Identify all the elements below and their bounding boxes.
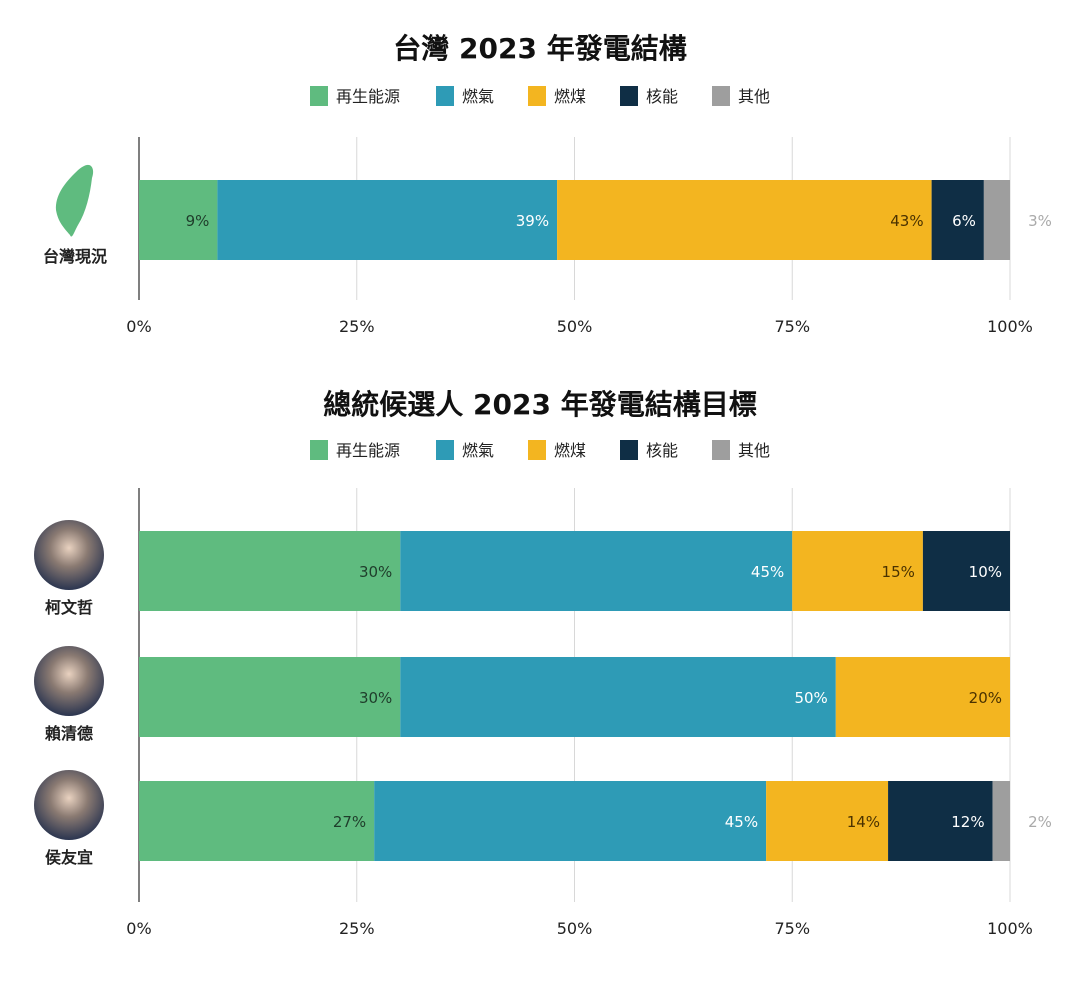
bar-segment bbox=[400, 657, 836, 737]
bar-segment bbox=[922, 531, 1010, 611]
legend-item: 燃煤 bbox=[528, 86, 586, 106]
bar-segment bbox=[931, 180, 984, 260]
legend-label: 燃煤 bbox=[554, 441, 586, 460]
data-label: 30% bbox=[359, 689, 392, 707]
data-label: 50% bbox=[794, 689, 827, 707]
data-label: 27% bbox=[333, 813, 366, 831]
x-tick-label: 75% bbox=[774, 317, 810, 336]
bar-segment bbox=[139, 180, 218, 260]
bar-segment bbox=[557, 180, 932, 260]
legend-swatch bbox=[712, 86, 730, 106]
legend-swatch bbox=[712, 440, 730, 460]
legend-label: 燃氣 bbox=[462, 87, 494, 106]
legend-swatch bbox=[310, 86, 328, 106]
data-label: 9% bbox=[186, 212, 210, 230]
x-tick-label: 100% bbox=[987, 317, 1033, 336]
bar-segment bbox=[766, 781, 889, 861]
data-label: 2% bbox=[1028, 813, 1052, 831]
legend-item: 再生能源 bbox=[310, 86, 400, 106]
legend-swatch bbox=[528, 440, 546, 460]
legend-item: 燃氣 bbox=[436, 440, 494, 460]
category-label: 台灣現況 bbox=[43, 247, 107, 266]
x-tick-label: 25% bbox=[339, 317, 375, 336]
data-label: 12% bbox=[951, 813, 984, 831]
bar-segment bbox=[139, 657, 401, 737]
legend-swatch bbox=[436, 86, 454, 106]
x-tick-label: 100% bbox=[987, 919, 1033, 938]
legend-swatch bbox=[436, 440, 454, 460]
legend-item: 燃煤 bbox=[528, 440, 586, 460]
bar-segment bbox=[139, 781, 375, 861]
legend-item: 其他 bbox=[712, 440, 770, 460]
legend-swatch bbox=[528, 86, 546, 106]
category-label: 侯友宜 bbox=[45, 848, 93, 867]
x-tick-label: 0% bbox=[126, 919, 151, 938]
legend-swatch bbox=[620, 86, 638, 106]
data-label: 45% bbox=[751, 563, 784, 581]
bar-segment bbox=[983, 180, 1010, 260]
category-label: 柯文哲 bbox=[45, 598, 93, 617]
legend-item: 核能 bbox=[620, 440, 678, 460]
data-label: 30% bbox=[359, 563, 392, 581]
legend-label: 再生能源 bbox=[336, 87, 400, 106]
legend-label: 其他 bbox=[738, 441, 770, 460]
legend-label: 燃煤 bbox=[554, 87, 586, 106]
taiwan-map-icon bbox=[55, 164, 94, 237]
legend-item: 再生能源 bbox=[310, 440, 400, 460]
data-label: 43% bbox=[890, 212, 923, 230]
chart-title: 總統候選人 2023 年發電結構目標 bbox=[323, 388, 756, 421]
data-label: 15% bbox=[882, 563, 915, 581]
data-label: 3% bbox=[1028, 212, 1052, 230]
bar-segment bbox=[374, 781, 767, 861]
data-label: 6% bbox=[952, 212, 976, 230]
bar-segment bbox=[792, 531, 923, 611]
bar-segment bbox=[400, 531, 793, 611]
data-label: 39% bbox=[516, 212, 549, 230]
x-tick-label: 25% bbox=[339, 919, 375, 938]
bar-segment bbox=[139, 531, 401, 611]
data-label: 10% bbox=[969, 563, 1002, 581]
legend-item: 燃氣 bbox=[436, 86, 494, 106]
legend-label: 核能 bbox=[646, 441, 678, 460]
x-tick-label: 0% bbox=[126, 317, 151, 336]
x-tick-label: 75% bbox=[774, 919, 810, 938]
data-label: 14% bbox=[847, 813, 880, 831]
avatar bbox=[34, 646, 104, 716]
legend-swatch bbox=[310, 440, 328, 460]
category-label: 賴清德 bbox=[45, 724, 93, 743]
x-tick-label: 50% bbox=[557, 919, 593, 938]
legend-item: 核能 bbox=[620, 86, 678, 106]
x-tick-label: 50% bbox=[557, 317, 593, 336]
bar-segment bbox=[217, 180, 558, 260]
legend-label: 再生能源 bbox=[336, 441, 400, 460]
legend-label: 其他 bbox=[738, 87, 770, 106]
bar-segment bbox=[992, 781, 1010, 861]
legend-swatch bbox=[620, 440, 638, 460]
chart-title: 台灣 2023 年發電結構 bbox=[393, 32, 686, 65]
avatar bbox=[34, 520, 104, 590]
data-label: 20% bbox=[969, 689, 1002, 707]
legend-label: 核能 bbox=[646, 87, 678, 106]
legend-item: 其他 bbox=[712, 86, 770, 106]
data-label: 45% bbox=[725, 813, 758, 831]
avatar bbox=[34, 770, 104, 840]
bar-segment bbox=[888, 781, 993, 861]
legend-label: 燃氣 bbox=[462, 441, 494, 460]
bar-segment bbox=[835, 657, 1010, 737]
